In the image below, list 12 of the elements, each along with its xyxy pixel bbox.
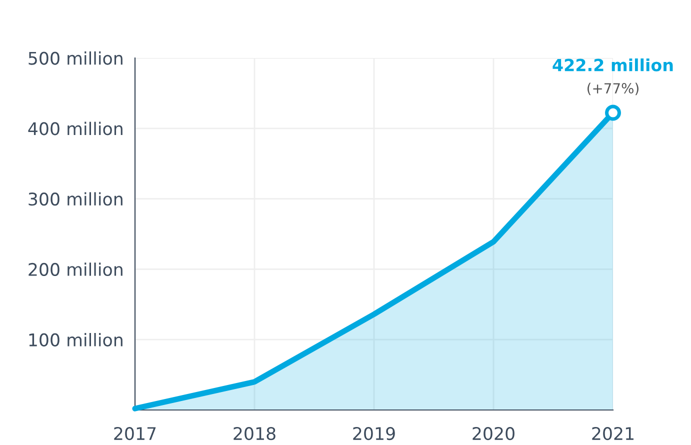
y-tick-label: 100 million xyxy=(29,333,122,346)
y-tick-label: 200 million xyxy=(28,262,122,276)
annotation: 422.2 million xyxy=(552,58,673,72)
y-tick-label: 500 million xyxy=(28,51,122,65)
x-tick-label: 2021 xyxy=(592,426,634,440)
x-tick-label: 2018 xyxy=(234,426,276,440)
x-tick-label: 2019 xyxy=(353,426,395,440)
x-tick-label: 2017 xyxy=(114,426,156,440)
y-tick-label: 400 million xyxy=(28,122,122,136)
x-tick-label: 2020 xyxy=(472,426,514,440)
annotation: (+77%) xyxy=(588,82,638,96)
y-tick-label: 300 million xyxy=(28,192,122,206)
